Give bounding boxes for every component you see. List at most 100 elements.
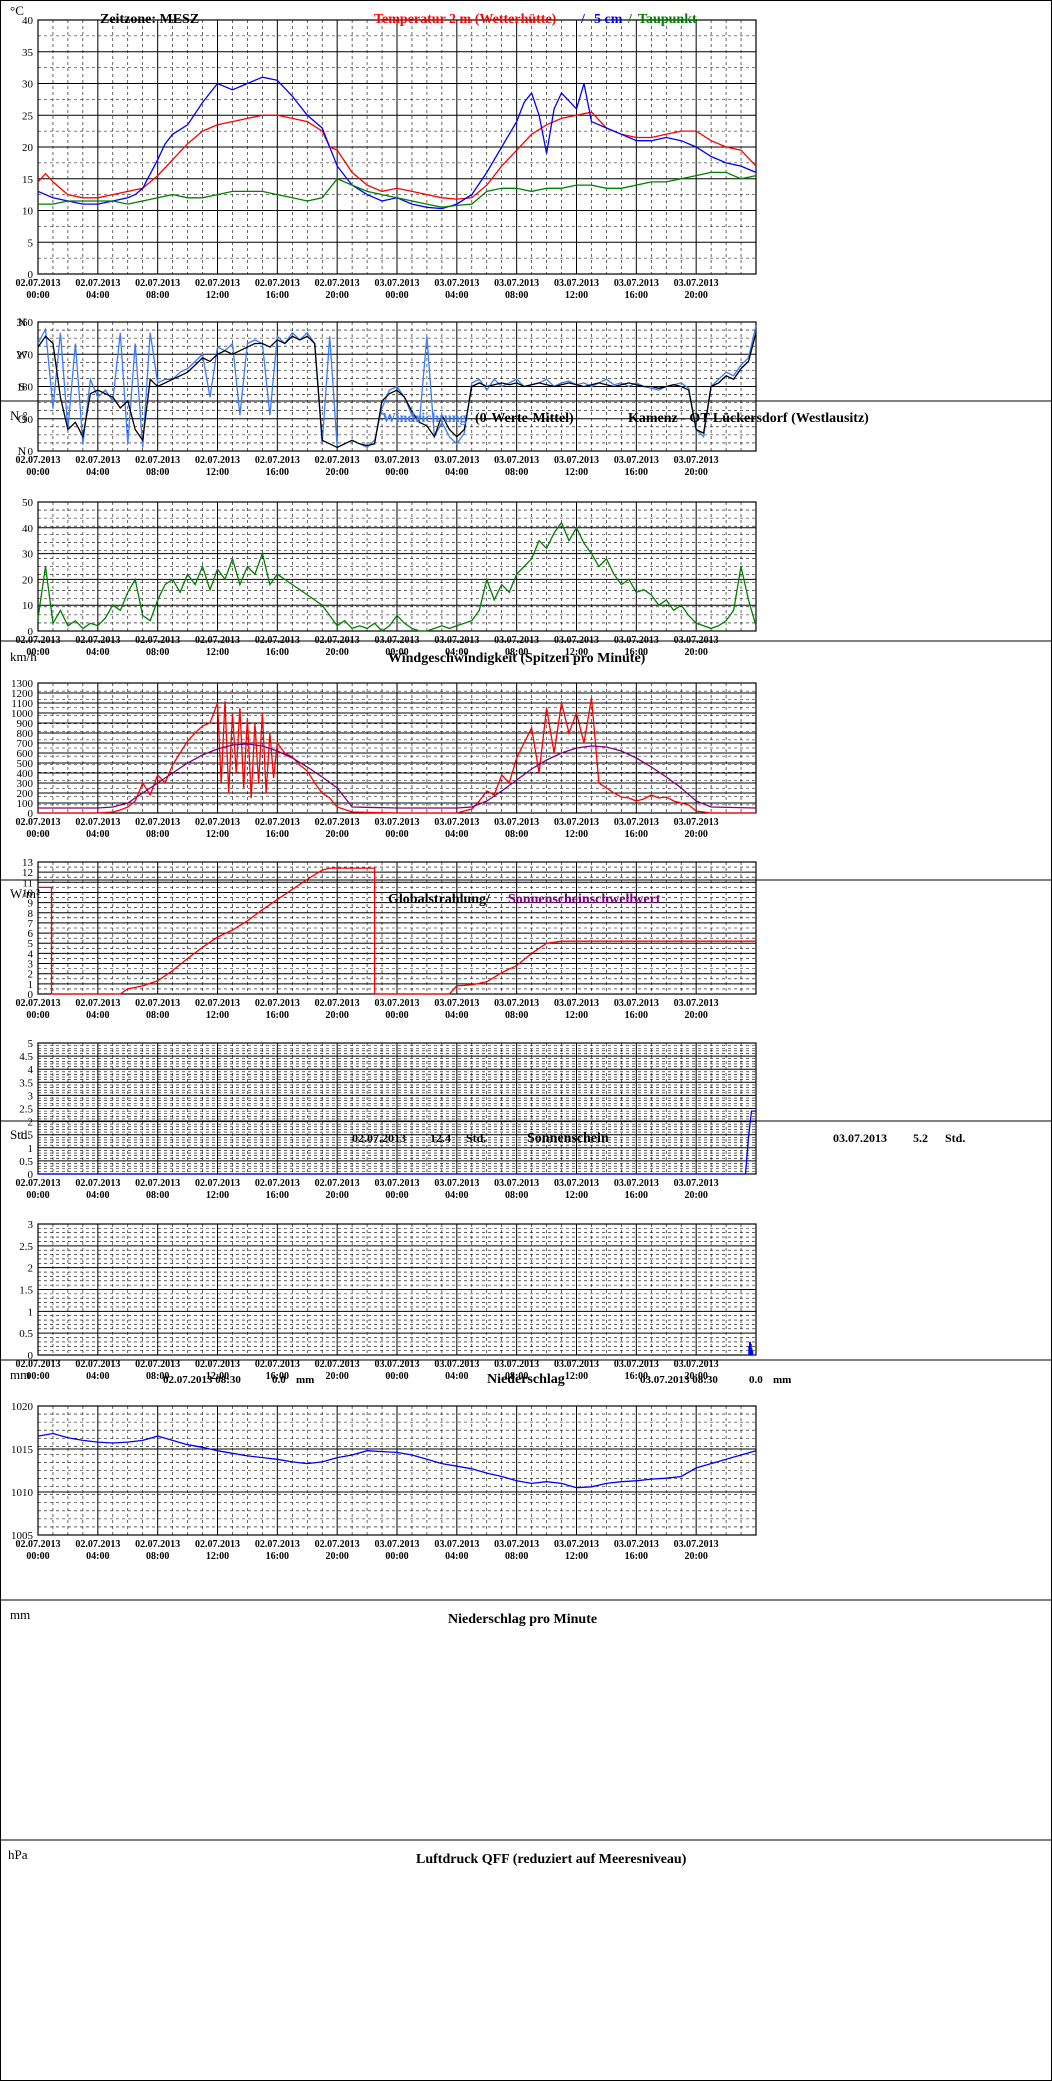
x-tick-time: 12:00 xyxy=(565,467,588,478)
x-tick-date: 02.07.2013 xyxy=(75,278,120,289)
y-tick-label: 0 xyxy=(28,1169,34,1181)
x-tick-date: 03.07.2013 xyxy=(674,998,719,1009)
x-tick-date: 03.07.2013 xyxy=(434,817,479,828)
x-tick-time: 00:00 xyxy=(26,1010,49,1021)
y-tick-label: 7 xyxy=(28,918,34,930)
x-tick-time: 12:00 xyxy=(206,1551,229,1562)
x-tick-date: 03.07.2013 xyxy=(554,1539,599,1550)
y-tick-label: 600 xyxy=(17,748,34,760)
x-tick-date: 03.07.2013 xyxy=(494,278,539,289)
x-tick-time: 08:00 xyxy=(505,1010,528,1021)
temperature-chart: 051015202530354002.07.201300:0002.07.201… xyxy=(16,15,757,301)
y-tick-label: 4 xyxy=(28,1064,34,1076)
x-tick-time: 00:00 xyxy=(385,647,408,658)
pressure-unit: hPa xyxy=(8,1847,28,1862)
x-tick-date: 02.07.2013 xyxy=(16,1539,61,1550)
y-tick-label: 4.5 xyxy=(19,1051,33,1063)
x-tick-date: 03.07.2013 xyxy=(554,455,599,466)
y-tick-label: 1015 xyxy=(11,1444,34,1456)
title-wind-speed: Windgeschwindigkeit (Spitzen pro Minute) xyxy=(388,651,646,666)
title-wind-direction: Windrichtung xyxy=(382,411,467,426)
x-tick-date: 03.07.2013 xyxy=(674,455,719,466)
x-tick-date: 02.07.2013 xyxy=(75,635,120,646)
x-tick-time: 00:00 xyxy=(26,647,49,658)
x-tick-time: 12:00 xyxy=(565,1551,588,1562)
y-tick-label: 1.5 xyxy=(19,1285,33,1297)
y-tick-label: 1010 xyxy=(11,1487,34,1499)
x-tick-time: 16:00 xyxy=(625,1010,648,1021)
x-tick-date: 03.07.2013 xyxy=(614,635,659,646)
x-tick-date: 02.07.2013 xyxy=(195,635,240,646)
x-tick-date: 02.07.2013 xyxy=(16,278,61,289)
x-tick-date: 02.07.2013 xyxy=(195,1359,240,1370)
x-tick-date: 02.07.2013 xyxy=(16,1359,61,1370)
title-sunshine-threshold: Sonnenscheinschwellwert xyxy=(508,892,661,907)
x-tick-date: 03.07.2013 xyxy=(434,635,479,646)
x-tick-time: 08:00 xyxy=(505,467,528,478)
x-tick-date: 02.07.2013 xyxy=(255,1539,300,1550)
x-tick-date: 02.07.2013 xyxy=(135,635,180,646)
pressure-chart: 100510101015102002.07.201300:0002.07.201… xyxy=(11,1401,757,1562)
x-tick-time: 12:00 xyxy=(565,1371,588,1382)
x-tick-date: 03.07.2013 xyxy=(375,455,420,466)
x-tick-time: 20:00 xyxy=(684,1190,707,1201)
x-tick-date: 03.07.2013 xyxy=(674,1359,719,1370)
temperature-series-line xyxy=(38,171,757,208)
x-tick-date: 03.07.2013 xyxy=(434,998,479,1009)
x-tick-time: 12:00 xyxy=(565,647,588,658)
y-tick-label: 200 xyxy=(17,788,34,800)
y-tick-compass-label: S xyxy=(19,380,26,394)
x-tick-date: 02.07.2013 xyxy=(75,998,120,1009)
x-tick-time: 04:00 xyxy=(86,1010,109,1021)
x-tick-time: 16:00 xyxy=(625,467,648,478)
x-tick-date: 02.07.2013 xyxy=(255,635,300,646)
x-tick-time: 16:00 xyxy=(625,1551,648,1562)
x-tick-date: 03.07.2013 xyxy=(375,1539,420,1550)
x-tick-date: 02.07.2013 xyxy=(135,1178,180,1189)
x-tick-date: 03.07.2013 xyxy=(494,1178,539,1189)
x-tick-time: 08:00 xyxy=(505,1551,528,1562)
x-tick-time: 16:00 xyxy=(266,467,289,478)
x-tick-date: 03.07.2013 xyxy=(554,817,599,828)
y-tick-label: 3.5 xyxy=(19,1077,33,1089)
y-tick-label: 11 xyxy=(22,877,33,889)
x-tick-date: 03.07.2013 xyxy=(554,635,599,646)
x-tick-time: 16:00 xyxy=(266,1371,289,1382)
precip-day1-value: 0.0 xyxy=(272,1374,286,1386)
y-tick-label: 400 xyxy=(17,768,34,780)
x-tick-time: 20:00 xyxy=(684,647,707,658)
x-tick-date: 03.07.2013 xyxy=(674,1178,719,1189)
x-tick-time: 04:00 xyxy=(86,647,109,658)
title-wind-mean: (0-Werte-Mittel) xyxy=(475,411,574,426)
x-tick-date: 03.07.2013 xyxy=(494,455,539,466)
x-tick-time: 08:00 xyxy=(146,647,169,658)
x-tick-date: 02.07.2013 xyxy=(315,635,360,646)
wind-speed-series-line xyxy=(37,521,757,632)
x-tick-date: 03.07.2013 xyxy=(674,278,719,289)
x-tick-date: 03.07.2013 xyxy=(614,817,659,828)
x-tick-date: 03.07.2013 xyxy=(375,635,420,646)
x-tick-date: 02.07.2013 xyxy=(135,998,180,1009)
x-tick-time: 08:00 xyxy=(505,647,528,658)
x-tick-date: 03.07.2013 xyxy=(375,1178,420,1189)
precip-day1-label: 02.07.2013 08:30 xyxy=(163,1374,241,1386)
x-tick-time: 08:00 xyxy=(146,467,169,478)
plot-frame xyxy=(37,1405,757,1536)
x-tick-time: 04:00 xyxy=(445,1371,468,1382)
x-tick-time: 12:00 xyxy=(565,1190,588,1201)
wind-direction-unit: N ° xyxy=(10,408,28,423)
x-tick-date: 02.07.2013 xyxy=(315,278,360,289)
x-tick-time: 16:00 xyxy=(266,1190,289,1201)
x-tick-time: 16:00 xyxy=(266,647,289,658)
wind-speed-unit: km/h xyxy=(10,649,37,664)
y-tick-label: 30 xyxy=(22,549,34,561)
x-tick-date: 02.07.2013 xyxy=(315,455,360,466)
sunshine-unit: Std. xyxy=(10,1127,31,1142)
x-tick-date: 02.07.2013 xyxy=(315,1359,360,1370)
x-tick-date: 02.07.2013 xyxy=(75,1359,120,1370)
x-tick-date: 03.07.2013 xyxy=(434,1178,479,1189)
x-tick-date: 02.07.2013 xyxy=(16,998,61,1009)
x-tick-time: 16:00 xyxy=(625,829,648,840)
y-tick-label: 2.5 xyxy=(19,1241,33,1253)
